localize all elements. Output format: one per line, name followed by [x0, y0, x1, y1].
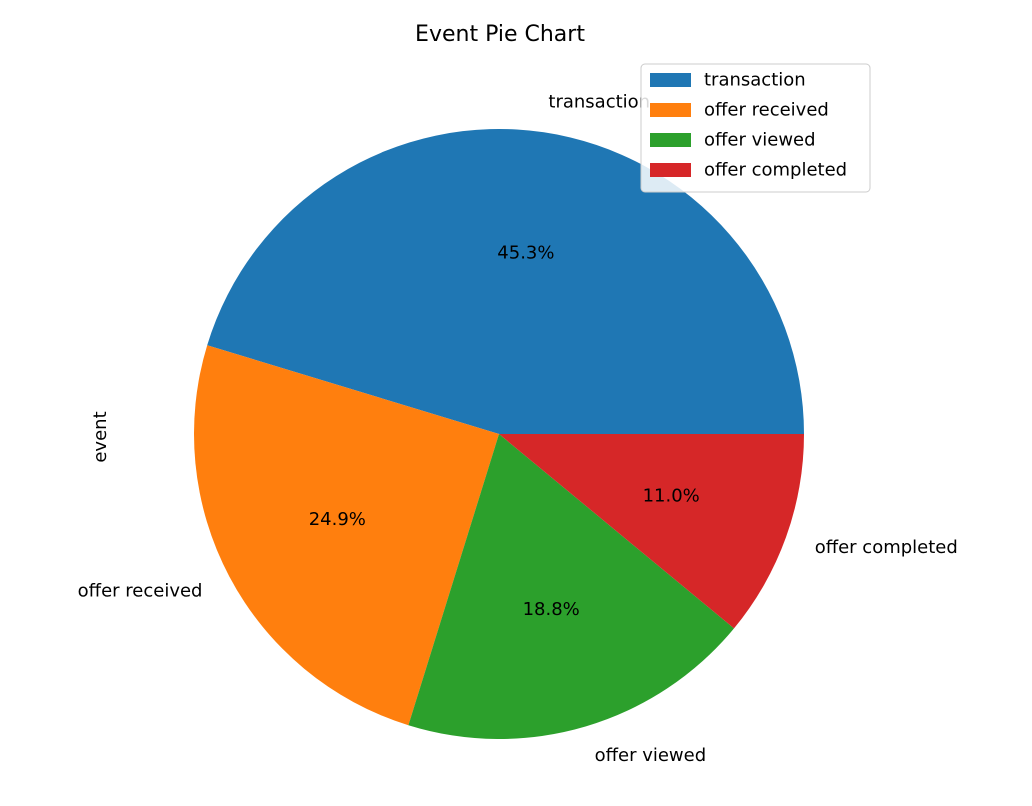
pct-label-offer-completed: 11.0%	[643, 486, 700, 507]
pie-slice-offer-viewed	[408, 434, 735, 739]
legend-label-transaction: transaction	[704, 70, 806, 91]
legend-swatch-transaction	[650, 73, 691, 87]
legend-swatch-offer-received	[650, 103, 691, 117]
legend-label-offer-viewed: offer viewed	[704, 130, 816, 151]
pct-label-offer-viewed: 18.8%	[523, 599, 580, 620]
slice-label-offer-viewed: offer viewed	[595, 745, 707, 766]
y-axis-label: event	[90, 411, 111, 462]
slice-label-offer-completed: offer completed	[815, 537, 958, 558]
legend: transaction offer received offer viewed off…	[640, 63, 871, 193]
pie-slices	[193, 128, 804, 739]
pie-slice-offer-completed	[499, 434, 804, 629]
pct-label-transaction: 45.3%	[497, 243, 554, 264]
legend-swatch-offer-viewed	[650, 133, 691, 147]
pie-labels: 45.3% transaction 24.9% offer received 18.8%…	[78, 92, 958, 766]
legend-box	[640, 63, 871, 193]
slice-label-offer-received: offer received	[78, 581, 203, 602]
slice-label-transaction: transaction	[548, 92, 650, 113]
pie-slice-offer-received	[193, 345, 499, 726]
legend-label-offer-received: offer received	[704, 100, 829, 121]
legend-swatch-offer-completed	[650, 163, 691, 177]
legend-label-offer-completed: offer completed	[704, 160, 847, 181]
pie-slice-transaction	[207, 128, 804, 434]
pct-label-offer-received: 24.9%	[309, 509, 366, 530]
chart-title: Event Pie Chart	[415, 22, 585, 47]
